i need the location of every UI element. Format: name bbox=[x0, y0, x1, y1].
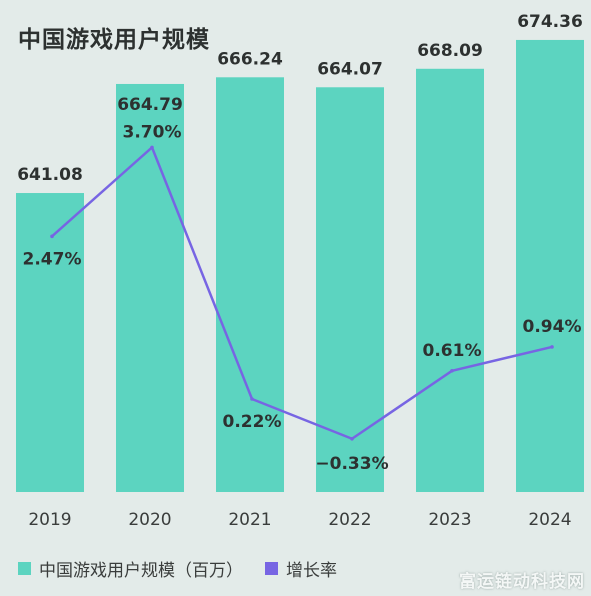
x-tick-label: 2020 bbox=[128, 510, 171, 530]
bar-value-label: 641.08 bbox=[17, 165, 83, 185]
growth-rate-point bbox=[250, 397, 254, 401]
legend-label-bar: 中国游戏用户规模（百万） bbox=[39, 560, 243, 581]
legend-item-line: 增长率 bbox=[265, 556, 337, 581]
x-tick-label: 2021 bbox=[228, 510, 271, 530]
growth-rate-label: 3.70% bbox=[123, 122, 182, 142]
bar-value-label: 664.07 bbox=[317, 59, 383, 79]
legend-swatch-line bbox=[265, 561, 278, 575]
bar-2021 bbox=[216, 77, 284, 493]
growth-rate-point bbox=[450, 369, 454, 373]
growth-rate-label: −0.33% bbox=[315, 454, 388, 474]
chart-title: 中国游戏用户规模 bbox=[18, 27, 210, 53]
bar-2020 bbox=[116, 83, 184, 492]
bar-2024 bbox=[516, 39, 584, 492]
legend: 中国游戏用户规模（百万） 增长率 bbox=[18, 553, 359, 583]
bar-value-label: 674.36 bbox=[517, 12, 583, 32]
growth-rate-label: 0.94% bbox=[523, 317, 582, 337]
x-tick-label: 2022 bbox=[328, 510, 371, 530]
bar-value-label: 666.24 bbox=[217, 49, 283, 69]
growth-rate-point bbox=[350, 436, 354, 441]
bar-value-label: 668.09 bbox=[417, 41, 483, 61]
growth-rate-point bbox=[550, 345, 554, 349]
legend-swatch-bar bbox=[18, 561, 31, 575]
x-tick-label: 2019 bbox=[28, 510, 71, 530]
legend-item-bar: 中国游戏用户规模（百万） bbox=[18, 556, 243, 581]
x-tick-label: 2024 bbox=[528, 510, 571, 530]
growth-rate-label: 2.47% bbox=[23, 249, 82, 269]
growth-rate-label: 0.22% bbox=[223, 412, 282, 432]
x-tick-label: 2023 bbox=[428, 510, 471, 530]
bar-2019 bbox=[16, 193, 84, 493]
bar-2023 bbox=[416, 68, 484, 492]
legend-label-line: 增长率 bbox=[286, 560, 337, 581]
growth-rate-point bbox=[50, 234, 54, 239]
growth-rate-label: 0.61% bbox=[423, 341, 482, 361]
bar-2022 bbox=[316, 87, 384, 492]
growth-rate-point bbox=[150, 145, 154, 150]
growth-rate-line bbox=[51, 146, 553, 441]
watermark: 富运链动科技网 bbox=[459, 572, 585, 592]
bar-value-label: 664.79 bbox=[117, 95, 183, 115]
